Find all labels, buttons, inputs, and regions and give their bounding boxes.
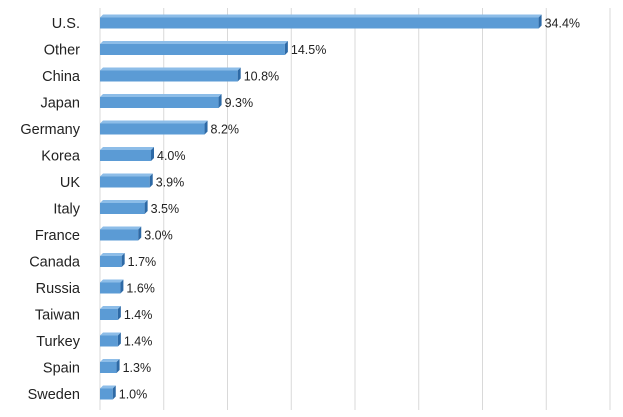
bar-face bbox=[100, 123, 205, 135]
bar-top bbox=[100, 359, 120, 362]
bar-top bbox=[100, 173, 153, 177]
bar-face bbox=[100, 362, 117, 373]
bar bbox=[100, 200, 148, 214]
bar-end bbox=[237, 67, 241, 82]
bars bbox=[100, 14, 542, 400]
category-labels: U.S. Other China Japan Germany Korea UK Italy Fr… bbox=[20, 16, 81, 403]
bar-face bbox=[100, 309, 118, 320]
bar-end bbox=[151, 147, 154, 161]
value-label: 3.9% bbox=[156, 176, 185, 190]
bar bbox=[100, 120, 208, 135]
category-label: Japan bbox=[40, 96, 80, 112]
bar-top bbox=[100, 385, 116, 389]
bar bbox=[100, 359, 120, 373]
bar bbox=[100, 147, 154, 161]
category-label: Taiwan bbox=[35, 308, 80, 324]
bar bbox=[100, 67, 241, 82]
value-label: 1.4% bbox=[124, 335, 153, 349]
bar-face bbox=[100, 256, 122, 267]
category-label: Russia bbox=[36, 281, 81, 297]
bar-end bbox=[149, 173, 153, 188]
bar-face bbox=[100, 44, 285, 55]
bar bbox=[100, 385, 116, 400]
bar-end bbox=[144, 200, 148, 214]
value-label: 9.3% bbox=[225, 96, 254, 110]
value-label: 14.5% bbox=[291, 43, 326, 57]
value-label: 1.3% bbox=[123, 361, 152, 375]
bar-top bbox=[100, 41, 288, 44]
bar-face bbox=[100, 335, 118, 347]
bar-end bbox=[117, 332, 121, 347]
category-label: Other bbox=[44, 43, 80, 59]
category-label: Canada bbox=[29, 255, 81, 271]
bar-face bbox=[100, 97, 219, 108]
category-label: Turkey bbox=[36, 334, 81, 350]
bar-top bbox=[100, 147, 154, 150]
bar-end bbox=[204, 120, 208, 135]
category-label: China bbox=[42, 69, 81, 85]
category-label: UK bbox=[60, 175, 80, 191]
category-label: Germany bbox=[20, 122, 80, 138]
bar-face bbox=[100, 388, 113, 400]
bar-end bbox=[120, 279, 124, 294]
category-label: Sweden bbox=[28, 387, 80, 403]
category-label: Korea bbox=[41, 149, 81, 165]
value-label: 10.8% bbox=[244, 70, 279, 84]
bar-end bbox=[116, 359, 120, 373]
bar-top bbox=[100, 332, 121, 336]
bar-end bbox=[284, 41, 288, 55]
bar-end bbox=[112, 385, 116, 400]
category-label: U.S. bbox=[52, 16, 80, 32]
bar-top bbox=[100, 94, 222, 97]
bar-top bbox=[100, 306, 121, 309]
bar-top bbox=[100, 200, 148, 203]
bar-end bbox=[538, 14, 542, 29]
bar-top bbox=[100, 67, 241, 71]
bar-face bbox=[100, 282, 121, 294]
bar-face bbox=[100, 176, 150, 188]
bar bbox=[100, 332, 121, 347]
bar bbox=[100, 14, 542, 29]
value-label: 1.6% bbox=[126, 282, 154, 296]
value-label: 1.4% bbox=[124, 308, 153, 322]
bar bbox=[100, 41, 288, 55]
bar-top bbox=[100, 253, 125, 256]
bar-face bbox=[100, 229, 139, 241]
bar bbox=[100, 253, 125, 267]
value-label: 3.5% bbox=[151, 202, 180, 216]
value-label: 1.7% bbox=[128, 255, 157, 269]
value-labels: 34.4% 14.5% 10.8% 9.3% 8.2% 4.0% 3.9% 3.5% 3.0% 1… bbox=[119, 17, 580, 402]
bar-end bbox=[218, 94, 222, 108]
value-label: 34.4% bbox=[545, 17, 580, 31]
bar-top bbox=[100, 226, 142, 230]
bar bbox=[100, 279, 124, 294]
category-label: France bbox=[35, 228, 80, 244]
bar-end bbox=[117, 306, 121, 320]
value-label: 1.0% bbox=[119, 388, 148, 402]
bar-end bbox=[121, 253, 125, 267]
bar-face bbox=[100, 203, 145, 214]
bar-top bbox=[100, 14, 542, 18]
bar bbox=[100, 94, 222, 108]
bar-top bbox=[100, 120, 208, 124]
bar-face bbox=[100, 150, 151, 161]
bar-top bbox=[100, 279, 124, 283]
category-label: Spain bbox=[43, 361, 80, 377]
bar bbox=[100, 306, 121, 320]
category-label: Italy bbox=[53, 202, 80, 218]
value-label: 4.0% bbox=[157, 149, 186, 163]
bar bbox=[100, 173, 153, 188]
bar-end bbox=[138, 226, 142, 241]
bar-face bbox=[100, 70, 238, 82]
value-label: 3.0% bbox=[144, 229, 173, 243]
value-label: 8.2% bbox=[211, 123, 240, 137]
bar bbox=[100, 226, 142, 241]
bar-face bbox=[100, 17, 539, 29]
